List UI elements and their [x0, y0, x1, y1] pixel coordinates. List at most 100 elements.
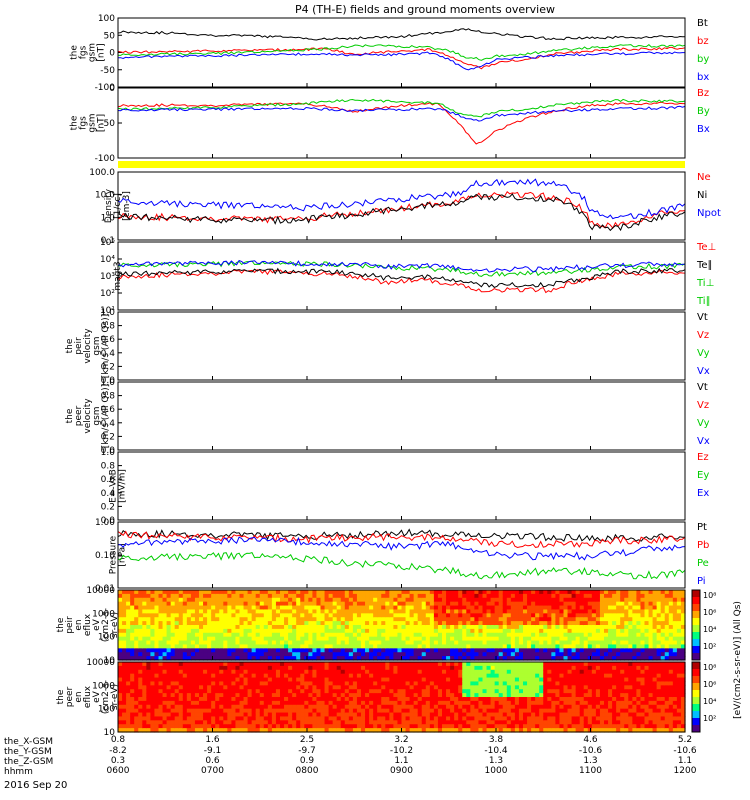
heatmap-cell	[409, 628, 415, 634]
heatmap-cell	[433, 685, 439, 690]
heatmap-cell	[332, 685, 338, 690]
heatmap-cell	[280, 632, 285, 638]
heatmap-cell	[373, 632, 378, 638]
heatmap-cell	[648, 590, 654, 595]
heatmap-cell	[328, 685, 334, 690]
heatmap-cell	[591, 648, 597, 653]
heatmap-cell	[470, 617, 475, 622]
heatmap-cell	[587, 632, 593, 638]
heatmap-cell	[182, 669, 188, 675]
heatmap-cell	[365, 712, 370, 718]
heatmap-cell	[134, 712, 139, 718]
heatmap-cell	[267, 673, 273, 679]
heatmap-cell	[296, 673, 301, 679]
heatmap-cell	[632, 605, 637, 611]
heatmap-cell	[312, 601, 318, 607]
heatmap-cell	[134, 704, 139, 710]
heatmap-cell	[680, 597, 686, 603]
heatmap-cell	[271, 693, 277, 698]
heatmap-cell	[271, 728, 277, 733]
heatmap-cell	[280, 673, 285, 679]
heatmap-cell	[660, 609, 666, 614]
heatmap-cell	[328, 644, 334, 649]
heatmap-cell	[251, 681, 257, 686]
heatmap-cell	[320, 708, 326, 714]
ytick-label: -50	[100, 119, 115, 129]
heatmap-cell	[292, 689, 297, 694]
heatmap-cell	[312, 665, 318, 671]
heatmap-cell	[122, 609, 127, 614]
heatmap-cell	[271, 681, 277, 686]
heatmap-cell	[251, 665, 257, 671]
heatmap-cell	[421, 720, 427, 725]
heatmap-cell	[454, 648, 459, 653]
heatmap-cell	[599, 689, 605, 694]
heatmap-cell	[251, 720, 257, 725]
heatmap-cell	[231, 669, 237, 675]
heatmap-cell	[154, 724, 160, 729]
heatmap-cell	[271, 590, 277, 595]
heatmap-cell	[284, 693, 289, 698]
heatmap-cell	[442, 625, 447, 630]
heatmap-cell	[490, 593, 496, 599]
heatmap-cell	[676, 605, 682, 611]
heatmap-cell	[608, 704, 613, 710]
heatmap-cell	[405, 693, 411, 698]
heatmap-cell	[587, 681, 593, 686]
heatmap-cell	[401, 648, 407, 653]
heatmap-cell	[409, 632, 415, 638]
heatmap-cell	[595, 728, 601, 733]
heatmap-cell	[628, 644, 633, 649]
heatmap-cell	[304, 720, 309, 725]
heatmap-cell	[215, 716, 220, 721]
heatmap-cell	[579, 708, 585, 714]
heatmap-cell	[336, 662, 342, 667]
heatmap-cell	[130, 636, 135, 642]
heatmap-cell	[531, 665, 536, 671]
heatmap-cell	[559, 700, 565, 706]
heatmap-cell	[652, 617, 658, 622]
heatmap-cell	[194, 677, 200, 683]
heatmap-cell	[575, 636, 581, 642]
heatmap-cell	[567, 605, 573, 611]
heatmap-cell	[344, 625, 350, 630]
heatmap-cell	[223, 625, 228, 630]
heatmap-cell	[636, 617, 642, 622]
heatmap-cell	[344, 669, 350, 675]
heatmap-cell	[158, 652, 164, 657]
heatmap-cell	[389, 636, 394, 642]
heatmap-cell	[275, 613, 281, 618]
heatmap-cell	[543, 609, 548, 614]
heatmap-cell	[462, 648, 467, 653]
heatmap-cell	[369, 728, 374, 733]
heatmap-cell	[656, 625, 662, 630]
heatmap-cell	[514, 625, 520, 630]
heatmap-cell	[401, 636, 407, 642]
heatmap-cell	[320, 628, 326, 634]
heatmap-cell	[288, 716, 293, 721]
heatmap-cell	[539, 712, 544, 718]
heatmap-cell	[381, 685, 386, 690]
heatmap-cell	[186, 656, 192, 661]
heatmap-cell	[316, 724, 322, 729]
heatmap-cell	[482, 652, 488, 657]
heatmap-cell	[267, 662, 273, 667]
heatmap-cell	[397, 662, 403, 667]
heatmap-cell	[425, 617, 431, 622]
panel-frame	[117, 521, 686, 589]
heatmap-cell	[312, 693, 318, 698]
heatmap-cell	[158, 597, 164, 603]
heatmap-cell	[510, 700, 516, 706]
heatmap-cell	[510, 704, 516, 710]
ytick-label: 1.0	[101, 308, 116, 318]
heatmap-cell	[628, 632, 633, 638]
heatmap-cell	[292, 605, 297, 611]
heatmap-cell	[640, 605, 646, 611]
heatmap-cell	[466, 720, 471, 725]
heatmap-cell	[146, 652, 151, 657]
heatmap-cell	[190, 673, 196, 679]
heatmap-cell	[292, 601, 297, 607]
heatmap-cell	[421, 662, 427, 667]
heatmap-cell	[142, 712, 147, 718]
